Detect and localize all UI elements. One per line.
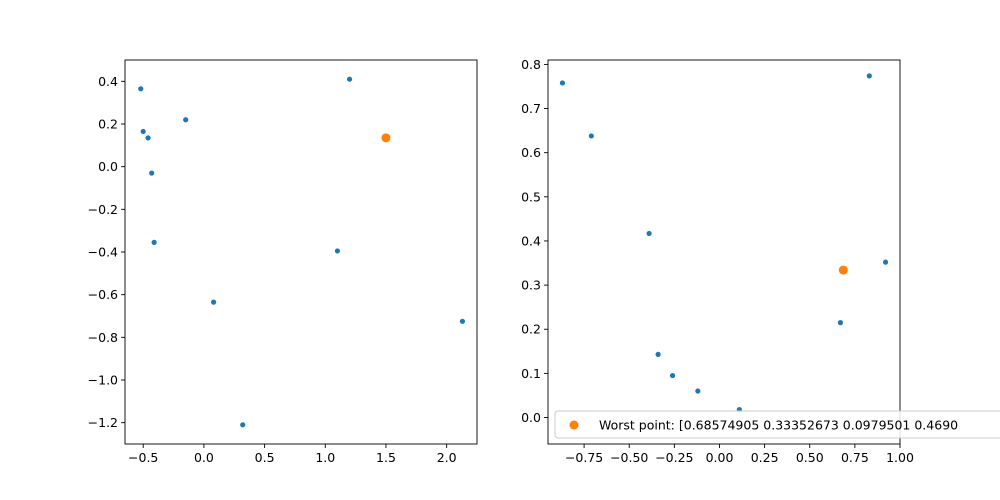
x-tick-label: 1.00 bbox=[886, 450, 914, 465]
y-tick-label: 0.3 bbox=[521, 278, 541, 293]
data-point bbox=[695, 388, 701, 394]
axes-frame bbox=[547, 59, 901, 445]
worst-point-marker bbox=[838, 265, 848, 275]
y-tick-label: −1.0 bbox=[88, 373, 118, 388]
axes-frame bbox=[124, 59, 478, 445]
y-tick-label: 0.2 bbox=[98, 117, 118, 132]
x-tick-label: 0.25 bbox=[751, 450, 779, 465]
data-point bbox=[588, 133, 594, 139]
legend-label: Worst point: [0.68574905 0.33352673 0.09… bbox=[599, 418, 958, 433]
x-tick-label: 0.5 bbox=[255, 450, 275, 465]
y-tick-label: −1.2 bbox=[88, 415, 118, 430]
y-tick-label: 0.1 bbox=[521, 366, 541, 381]
data-point bbox=[138, 86, 144, 92]
x-tick-label: 1.5 bbox=[376, 450, 396, 465]
x-tick-label: 0.0 bbox=[194, 450, 214, 465]
data-point bbox=[183, 117, 189, 123]
x-tick-label: 2.0 bbox=[437, 450, 457, 465]
y-tick-label: 0.0 bbox=[521, 410, 541, 425]
y-tick-label: 0.4 bbox=[521, 233, 541, 248]
x-tick-label: −0.25 bbox=[655, 450, 693, 465]
data-point bbox=[866, 73, 872, 79]
x-tick-label: 0.00 bbox=[706, 450, 734, 465]
y-tick-label: 0.0 bbox=[98, 159, 118, 174]
data-point bbox=[240, 422, 246, 428]
y-tick-label: −0.6 bbox=[88, 287, 118, 302]
data-point bbox=[211, 299, 217, 305]
legend-marker bbox=[569, 420, 579, 430]
x-tick-label: −0.75 bbox=[565, 450, 603, 465]
x-tick-label: 0.75 bbox=[841, 450, 869, 465]
worst-point-marker bbox=[381, 133, 391, 143]
data-point bbox=[140, 128, 146, 135]
data-point bbox=[334, 248, 341, 254]
y-tick-label: 0.8 bbox=[521, 57, 541, 72]
x-tick-label: 1.0 bbox=[315, 450, 335, 465]
x-tick-label: −0.50 bbox=[610, 450, 648, 465]
x-tick-label: −0.5 bbox=[128, 450, 158, 465]
data-point bbox=[882, 259, 889, 265]
data-point bbox=[655, 351, 661, 357]
y-tick-label: 0.4 bbox=[98, 74, 118, 89]
data-point bbox=[459, 318, 466, 324]
y-tick-label: 0.7 bbox=[521, 101, 541, 116]
y-tick-label: 0.5 bbox=[521, 189, 541, 204]
data-point bbox=[669, 372, 676, 379]
data-point bbox=[837, 320, 844, 326]
data-point bbox=[149, 170, 155, 176]
y-tick-label: −0.2 bbox=[88, 202, 118, 217]
right-scatter-panel: −0.75 −0.50 −0.25 0.00 0.25 0.50 0.75 1.00 0.0 0.… bbox=[521, 57, 1000, 465]
data-point bbox=[151, 239, 157, 245]
data-point bbox=[646, 230, 652, 237]
y-tick-label: −0.4 bbox=[88, 245, 118, 260]
data-point bbox=[346, 76, 353, 82]
data-point bbox=[145, 135, 151, 141]
y-tick-label: 0.2 bbox=[521, 322, 541, 337]
legend-box bbox=[554, 410, 1000, 439]
data-point bbox=[559, 80, 566, 86]
left-scatter-panel: −0.5 0.0 0.5 1.0 1.5 2.0 −1.2 −1.0 −0.8 −0.6 −0.4 −… bbox=[88, 59, 478, 465]
y-tick-label: 0.6 bbox=[521, 145, 541, 160]
y-tick-label: −0.8 bbox=[88, 330, 118, 345]
x-tick-label: 0.50 bbox=[796, 450, 824, 465]
